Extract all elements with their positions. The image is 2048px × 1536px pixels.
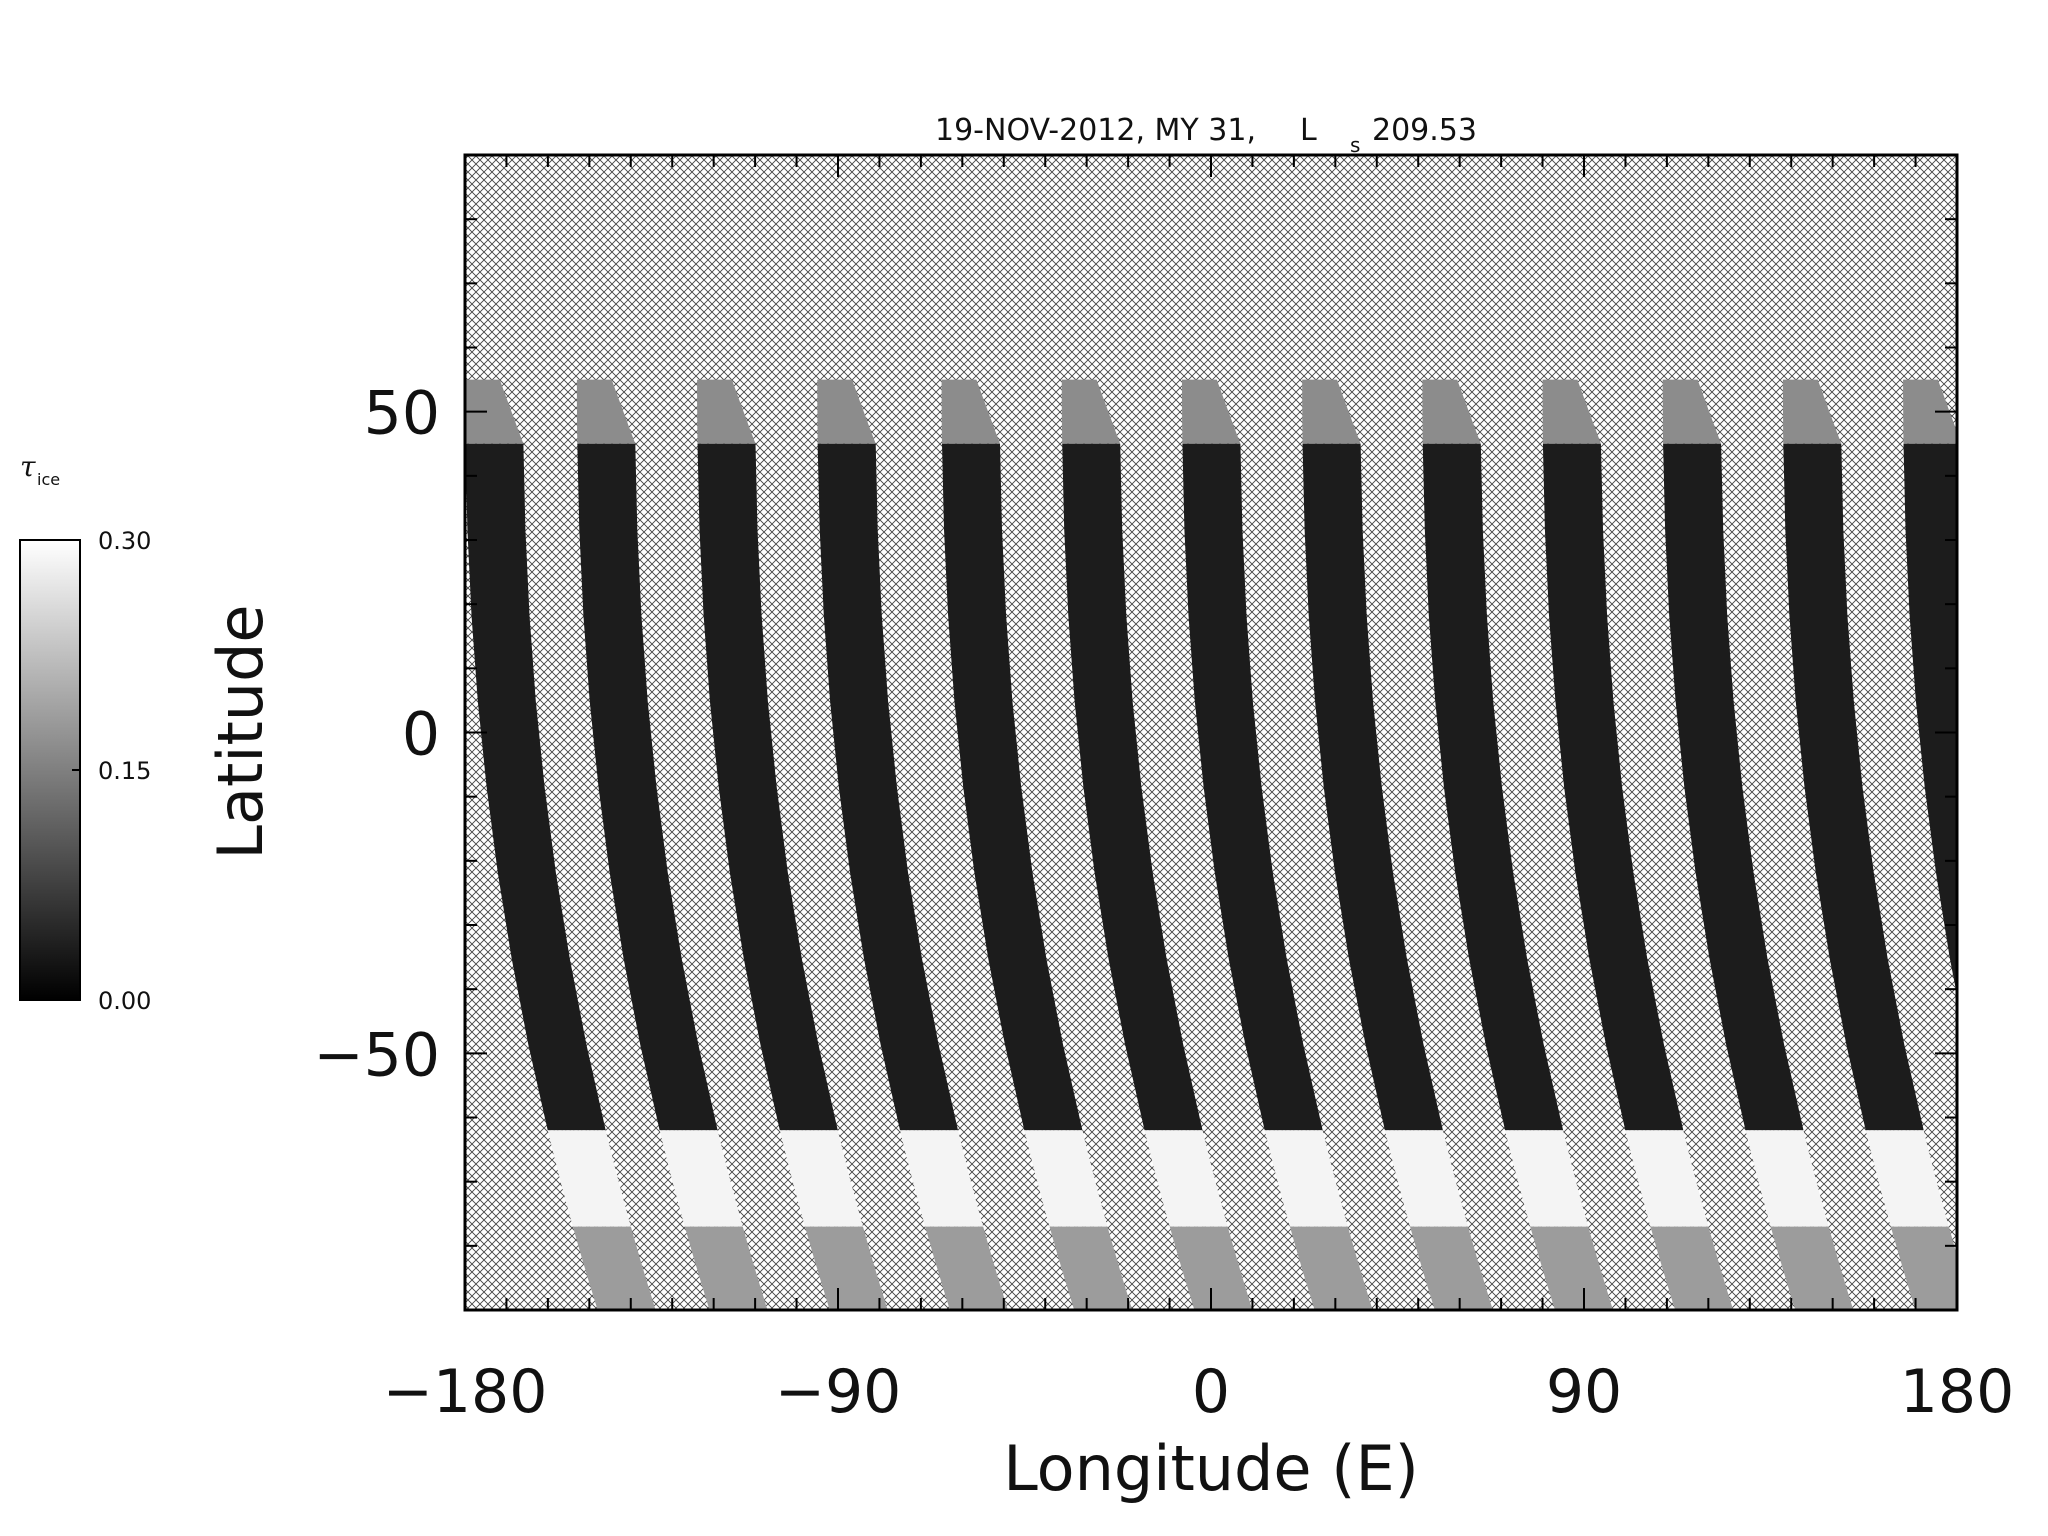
swath-3-segment-4 xyxy=(805,1226,888,1310)
swath-9-segment-2 xyxy=(1422,443,1564,1131)
swath-12-segment-3 xyxy=(1865,1130,1949,1227)
swath-5-segment-2 xyxy=(942,443,1083,1131)
swath-5-segment-4 xyxy=(1049,1226,1133,1310)
swath-6-segment-2 xyxy=(1062,443,1203,1131)
x-axis: −180 −90 0 90 180 xyxy=(383,155,2015,1427)
swath-5-segment-3 xyxy=(1024,1130,1108,1227)
x-tick-label: 90 xyxy=(1546,1357,1622,1427)
colorbar-label-symbol: τ xyxy=(20,450,36,483)
colorbar-label-subscript: ice xyxy=(37,470,60,489)
swath-11-segment-2 xyxy=(1663,443,1804,1131)
swath-13-segment-3 xyxy=(1986,1130,2048,1226)
swath-12-segment-4 xyxy=(1890,1226,1957,1310)
swath-1-segment-2 xyxy=(465,443,606,1131)
swath-6-segment-4 xyxy=(1169,1226,1253,1310)
data-swaths xyxy=(465,379,2048,1310)
swath-2-segment-4 xyxy=(684,1226,768,1310)
swath-13-segment-4 xyxy=(2011,1227,2048,1310)
swath-10-segment-4 xyxy=(1650,1226,1734,1310)
x-tick-label: −90 xyxy=(775,1357,902,1427)
y-tick-label: 0 xyxy=(402,700,440,770)
colorbar-tick-label: 0.30 xyxy=(98,527,151,555)
swath-4-segment-3 xyxy=(900,1130,984,1227)
swath-10-segment-3 xyxy=(1625,1130,1709,1227)
colorbar-gradient xyxy=(19,539,81,1001)
swath-8-segment-3 xyxy=(1384,1130,1469,1227)
swath-9-segment-3 xyxy=(1505,1130,1589,1227)
colorbar: τ ice 0.30 0.15 0.00 xyxy=(19,450,151,1015)
x-tick-label: 180 xyxy=(1900,1357,2015,1427)
swath-5-segment-1 xyxy=(941,379,1000,444)
swath-2-segment-1 xyxy=(576,379,636,444)
swath-3-segment-1 xyxy=(697,379,756,444)
swath-13-segment-1 xyxy=(1903,379,1957,444)
swath-4-segment-1 xyxy=(817,379,876,444)
swath-12-segment-1 xyxy=(1782,379,1842,444)
swath-1-segment-3 xyxy=(547,1130,631,1227)
swath-14-segment-2 xyxy=(2024,444,2048,1131)
swath-2-segment-2 xyxy=(577,443,718,1131)
swath-6-segment-3 xyxy=(1144,1130,1228,1227)
swath-10-segment-1 xyxy=(1542,379,1601,444)
colorbar-tick-label: 0.00 xyxy=(98,987,151,1015)
swath-4-segment-4 xyxy=(925,1226,1008,1310)
swath-11-segment-4 xyxy=(1770,1226,1854,1310)
swath-12-segment-2 xyxy=(1783,443,1924,1131)
swath-3-segment-3 xyxy=(779,1130,863,1227)
title-ls-subscript: s xyxy=(1350,133,1360,157)
swath-7-segment-2 xyxy=(1182,443,1323,1131)
swath-8-segment-2 xyxy=(1302,443,1443,1131)
swath-13-segment-2 xyxy=(1903,443,1957,996)
x-tick-label: 0 xyxy=(1192,1357,1230,1427)
title-ls-symbol: L xyxy=(1300,113,1317,148)
x-axis-label: Longitude (E) xyxy=(1003,1432,1419,1505)
swath-11-segment-1 xyxy=(1662,379,1722,444)
y-tick-label: −50 xyxy=(313,1020,440,1090)
y-axis: 50 0 −50 xyxy=(313,154,1957,1311)
swath-1-segment-1 xyxy=(465,379,524,444)
swath-8-segment-4 xyxy=(1410,1226,1493,1310)
swath-9-segment-4 xyxy=(1530,1226,1613,1310)
swath-11-segment-3 xyxy=(1745,1130,1829,1227)
swath-7-segment-1 xyxy=(1182,379,1241,444)
swath-2-segment-3 xyxy=(659,1130,743,1227)
title-ls-value: 209.53 xyxy=(1372,113,1477,148)
swath-7-segment-4 xyxy=(1289,1226,1373,1310)
swath-14-segment-1 xyxy=(2023,380,2048,444)
title-text: 19-NOV-2012, MY 31, xyxy=(935,113,1256,148)
swath-4-segment-2 xyxy=(817,443,958,1131)
swath-8-segment-1 xyxy=(1302,379,1361,444)
swath-3-segment-2 xyxy=(697,443,838,1131)
swath-10-segment-2 xyxy=(1542,443,1684,1131)
colorbar-ticks: 0.30 0.15 0.00 xyxy=(72,527,151,1015)
y-tick-label: 50 xyxy=(364,379,440,449)
chart-title: 19-NOV-2012, MY 31, L s 209.53 xyxy=(935,113,1477,157)
x-tick-label: −180 xyxy=(383,1357,548,1427)
swath-9-segment-1 xyxy=(1422,379,1481,444)
swath-7-segment-3 xyxy=(1264,1130,1348,1227)
swath-6-segment-1 xyxy=(1061,379,1121,444)
colorbar-tick-label: 0.15 xyxy=(98,757,151,785)
y-axis-label: Latitude xyxy=(204,604,277,859)
swath-1-segment-4 xyxy=(572,1226,656,1310)
